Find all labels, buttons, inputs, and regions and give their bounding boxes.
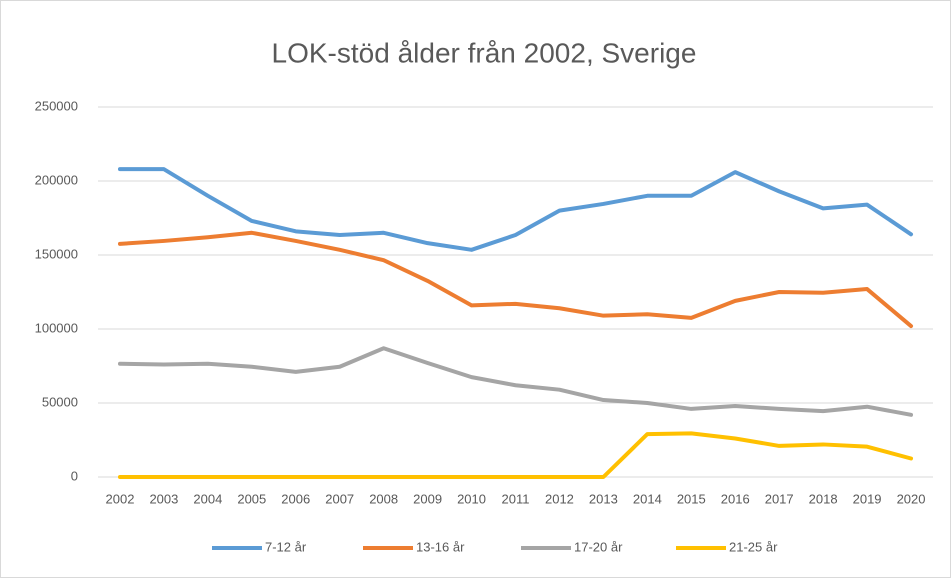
legend-label: 21-25 år	[729, 539, 778, 554]
x-tick-label: 2003	[149, 491, 178, 506]
legend-label: 7-12 år	[265, 539, 307, 554]
legend-label: 13-16 år	[416, 539, 465, 554]
series-line	[117, 230, 914, 329]
series-line	[117, 167, 914, 252]
x-tick-label: 2005	[237, 491, 266, 506]
y-tick-label: 50000	[42, 394, 78, 409]
x-tick-label: 2019	[853, 491, 882, 506]
x-tick-label: 2006	[281, 491, 310, 506]
x-tick-label: 2008	[369, 491, 398, 506]
x-tick-label: 2010	[457, 491, 486, 506]
chart-title: LOK-stöd ålder från 2002, Sverige	[272, 37, 697, 68]
y-tick-label: 0	[71, 468, 78, 483]
x-tick-label: 2011	[502, 491, 530, 506]
x-tick-label: 2004	[193, 491, 222, 506]
x-tick-label: 2013	[589, 491, 618, 506]
y-tick-label: 150000	[35, 246, 78, 261]
x-tick-label: 2018	[809, 491, 838, 506]
x-tick-label: 2009	[413, 491, 442, 506]
x-tick-label: 2012	[545, 491, 574, 506]
legend-label: 17-20 år	[574, 539, 623, 554]
series-line	[117, 431, 914, 479]
x-tick-label: 2020	[897, 491, 926, 506]
series-line	[117, 346, 914, 417]
y-tick-label: 100000	[35, 320, 78, 335]
x-tick-label: 2016	[721, 491, 750, 506]
y-tick-label: 200000	[35, 172, 78, 187]
x-tick-label: 2017	[765, 491, 794, 506]
x-tick-label: 2015	[677, 491, 706, 506]
x-tick-label: 2002	[106, 491, 135, 506]
y-tick-label: 250000	[35, 98, 78, 113]
x-tick-label: 2007	[325, 491, 354, 506]
x-tick-label: 2014	[633, 491, 662, 506]
